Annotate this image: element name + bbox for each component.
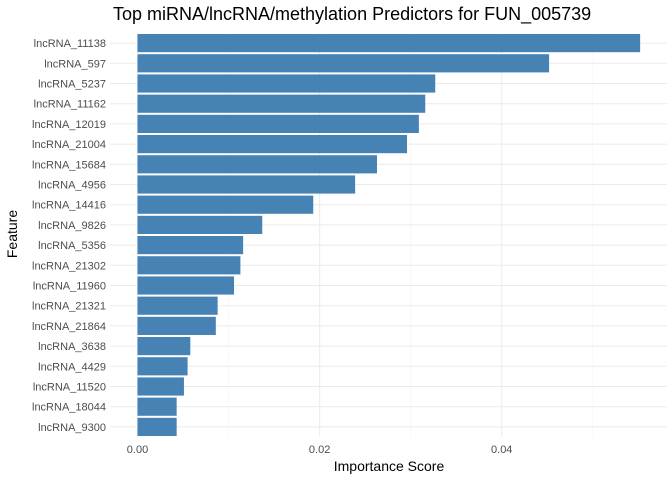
y-tick-label: lncRNA_11138 (34, 38, 106, 50)
bar (137, 155, 377, 174)
y-tick-label: lncRNA_597 (44, 58, 106, 70)
y-tick-label: lncRNA_4429 (38, 361, 106, 373)
y-tick-label: lncRNA_15684 (32, 159, 106, 171)
x-tick-label: 0.04 (491, 444, 512, 456)
bars (137, 34, 641, 436)
y-tick-label: lncRNA_11520 (33, 382, 106, 394)
bar (137, 34, 641, 53)
bar (137, 175, 356, 194)
bar (137, 135, 408, 154)
bar (137, 215, 263, 234)
y-tick-label: lncRNA_9826 (38, 220, 106, 232)
bar (137, 377, 184, 396)
x-tick-labels: 0.00 0.02 0.04 (127, 444, 513, 456)
bar (137, 357, 188, 376)
y-tick-label: lncRNA_5356 (38, 240, 106, 252)
y-axis-title: Feature (4, 210, 20, 258)
y-tick-label: lncRNA_5237 (38, 79, 106, 91)
bar (137, 236, 244, 255)
y-tick-label: lncRNA_21864 (32, 321, 106, 333)
bar (137, 276, 235, 295)
y-tick-label: lncRNA_21302 (32, 260, 106, 272)
y-tick-labels: lncRNA_11138 lncRNA_597 lncRNA_5237 lncRNA_… (32, 38, 106, 434)
chart-title: Top miRNA/lncRNA/methylation Predictors … (113, 4, 591, 25)
y-tick-label: lncRNA_11960 (33, 281, 106, 293)
bar (137, 337, 191, 356)
x-tick-label: 0.02 (309, 444, 330, 456)
bar (137, 417, 177, 436)
y-tick-label: lncRNA_14416 (32, 200, 106, 212)
y-tick-label: lncRNA_21321 (32, 301, 106, 313)
y-tick-label: lncRNA_18044 (32, 402, 106, 414)
y-tick-label: lncRNA_21004 (32, 139, 106, 151)
bar (137, 74, 436, 93)
y-tick-label: lncRNA_12019 (32, 119, 106, 131)
bar (137, 54, 550, 73)
bar (137, 195, 314, 214)
bar (137, 114, 419, 133)
y-tick-label: lncRNA_3638 (38, 341, 106, 353)
grid (110, 33, 667, 437)
bar (137, 296, 218, 315)
y-tick-label: lncRNA_11162 (34, 99, 106, 111)
bar (137, 94, 426, 113)
bar (137, 397, 177, 416)
x-axis-title: Importance Score (334, 458, 445, 474)
bar (137, 256, 241, 275)
x-tick-label: 0.00 (127, 444, 148, 456)
bar (137, 316, 216, 335)
y-tick-label: lncRNA_9300 (38, 422, 106, 434)
y-tick-label: lncRNA_4956 (38, 180, 106, 192)
